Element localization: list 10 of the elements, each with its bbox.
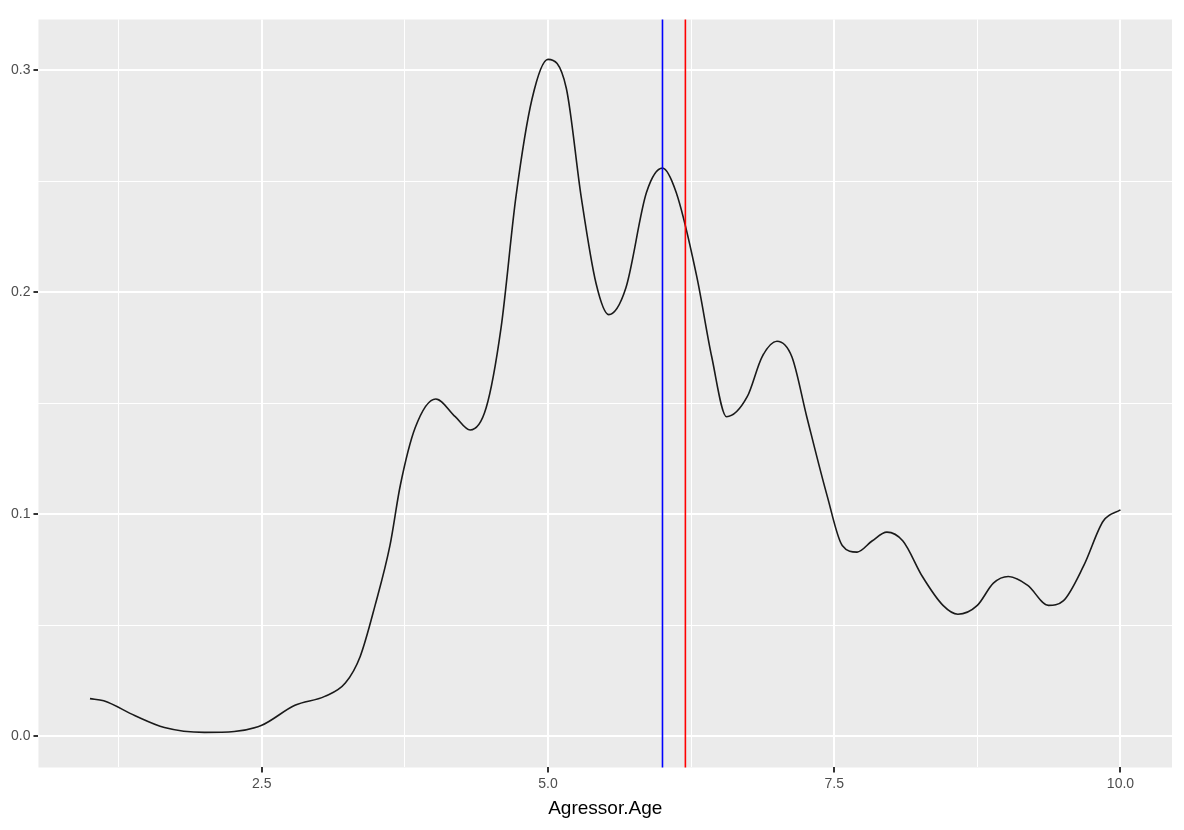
- y-tick-label: 0.2: [10, 283, 31, 300]
- y-tick-label: 0.0: [10, 727, 31, 744]
- x-tick-label: 7.5: [824, 774, 845, 791]
- line-series: [89, 58, 1122, 734]
- x-tick-label: 2.5: [252, 774, 272, 791]
- x-axis-title: Agressor.Age: [548, 796, 663, 818]
- x-tick-label: 5.0: [538, 774, 558, 791]
- x-tick-label: 10.0: [1106, 774, 1135, 791]
- y-tick-label: 0.3: [10, 61, 31, 78]
- y-tick-label: 0.1: [10, 505, 31, 522]
